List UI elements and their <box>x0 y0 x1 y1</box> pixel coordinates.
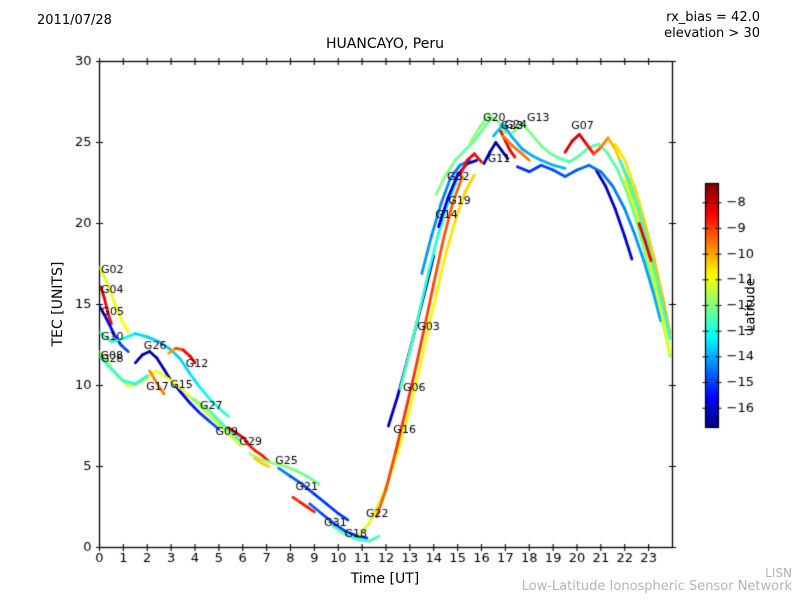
y-axis-label: TEC [UNITS] <box>50 261 66 347</box>
plot-settings: rx_bias = 42.0 elevation > 30 <box>664 10 760 42</box>
plot-title: HUANCAYO, Peru <box>326 36 444 52</box>
x-axis-label: Time [UT] <box>350 571 420 587</box>
lisn-brand: LISN <box>765 566 792 580</box>
colorbar-label: Latitude <box>743 278 759 332</box>
lisn-watermark: LISN Low-Latitude Ionospheric Sensor Net… <box>522 566 792 594</box>
lisn-network-name: Low-Latitude Ionospheric Sensor Network <box>521 579 792 594</box>
elevation-mask: elevation > 30 <box>664 26 760 41</box>
plot-date: 2011/07/28 <box>37 13 112 28</box>
rx-bias-value: rx_bias = 42.0 <box>666 10 760 25</box>
